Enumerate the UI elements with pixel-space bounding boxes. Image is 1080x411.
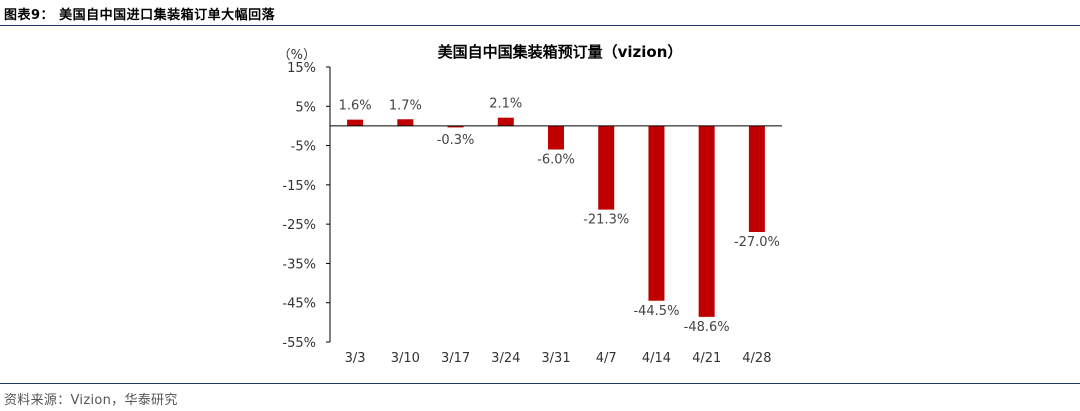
bar-series xyxy=(347,117,765,317)
y-axis: 15% 5% -5% -15% -25% -35% -45% -55% xyxy=(282,61,331,351)
bar xyxy=(497,117,514,126)
footer-rule xyxy=(0,383,1080,384)
y-unit-label: （%） xyxy=(278,48,316,63)
y-tick-label: -35% xyxy=(282,257,316,272)
y-tick-label: 15% xyxy=(287,61,316,76)
bar xyxy=(548,125,564,150)
x-axis: 3/3 3/10 3/17 3/24 3/31 4/7 4/14 4/21 4/28 xyxy=(330,125,782,366)
x-tick-label: 3/31 xyxy=(541,351,570,366)
data-label: -27.0% xyxy=(734,235,780,250)
data-label: -44.5% xyxy=(633,304,679,319)
source-note: 资料来源：Vizion，华泰研究 xyxy=(4,393,178,408)
chart-title: 美国自中国集装箱预订量（vizion） xyxy=(438,43,683,61)
figure-header: 图表9： 美国自中国进口集装箱订单大幅回落 xyxy=(0,0,1080,26)
y-tick-label: 5% xyxy=(295,100,316,115)
data-label: 2.1% xyxy=(489,97,522,112)
bar xyxy=(397,119,414,126)
x-tick-label: 3/24 xyxy=(491,351,520,366)
data-label: -0.3% xyxy=(437,133,475,148)
bar xyxy=(347,119,364,126)
bar xyxy=(447,125,464,128)
figure-caption: 图表9： 美国自中国进口集装箱订单大幅回落 xyxy=(4,8,276,23)
y-tick-label: -55% xyxy=(282,336,316,351)
x-tick-label: 4/14 xyxy=(642,351,671,366)
bar-chart: 美国自中国集装箱预订量（vizion） （%） 15% 5% -5% -15% -25%… xyxy=(278,43,782,366)
data-label: -6.0% xyxy=(537,153,575,168)
y-tick-label: -25% xyxy=(282,218,316,233)
x-tick-label: 3/3 xyxy=(345,351,366,366)
bar xyxy=(748,125,765,232)
y-tick-label: -5% xyxy=(291,140,316,155)
data-label: 1.6% xyxy=(339,99,372,114)
bar xyxy=(598,125,615,210)
x-tick-label: 4/21 xyxy=(692,351,721,366)
bar xyxy=(648,125,665,301)
x-tick-label: 4/28 xyxy=(742,351,771,366)
y-tick-label: -15% xyxy=(282,179,316,194)
data-label: -21.3% xyxy=(583,213,629,228)
x-tick-label: 3/10 xyxy=(391,351,420,366)
x-tick-label: 3/17 xyxy=(441,351,470,366)
x-tick-label: 4/7 xyxy=(596,351,617,366)
data-label: 1.7% xyxy=(389,98,422,113)
data-labels: 1.6% 1.7% -0.3% 2.1% -6.0% -21.3% -44.5% -48.6%… xyxy=(339,97,780,335)
header-rule xyxy=(0,25,1080,26)
data-label: -48.6% xyxy=(684,320,730,335)
y-tick-label: -45% xyxy=(282,297,316,312)
bar xyxy=(698,125,715,317)
